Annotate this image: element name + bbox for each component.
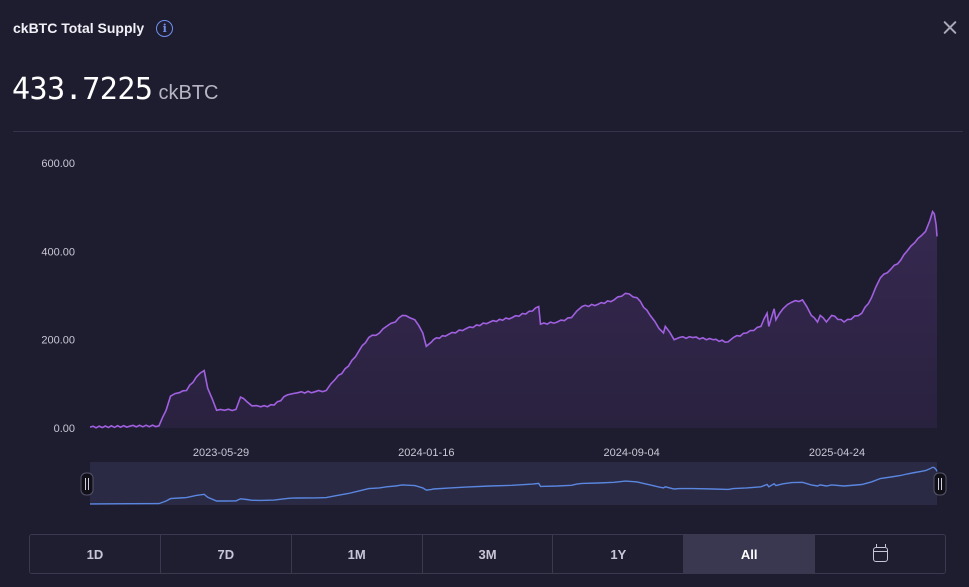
info-icon[interactable]: i [156, 19, 174, 37]
x-tick-label: 2023-05-29 [193, 447, 249, 459]
navigator-background [90, 462, 937, 505]
header: ckBTC Total Supply i [13, 17, 174, 39]
divider [13, 131, 963, 132]
range-button-1y[interactable]: 1Y [553, 535, 685, 573]
y-tick-label: 600.00 [41, 158, 75, 170]
x-tick-label: 2024-01-16 [398, 447, 454, 459]
y-tick-label: 200.00 [41, 335, 75, 347]
summary: 433.7225 ckBTC [12, 72, 219, 107]
navigator-handle-grip [80, 472, 94, 496]
x-tick-label: 2025-04-24 [809, 447, 865, 459]
x-axis: 2023-05-29 2024-01-16 2024-09-04 2025-04-24 [193, 447, 865, 459]
series-line [89, 209, 938, 429]
calendar-icon [872, 543, 888, 562]
range-button-1m[interactable]: 1M [291, 535, 423, 573]
calendar-button[interactable] [815, 535, 945, 573]
total-supply-value: 433.7225 [12, 72, 153, 107]
y-axis: 0.00 200.00 400.00 600.00 [41, 158, 75, 435]
supply-chart: 0.00 200.00 400.00 600.00 2023-05-29 2024-01… [41, 158, 947, 505]
page-title: ckBTC Total Supply [13, 20, 145, 36]
navigator-handle-right[interactable] [933, 472, 947, 496]
range-button-3m[interactable]: 3M [422, 535, 554, 573]
range-selector: 1D 7D 1M 3M 1Y All [29, 534, 946, 574]
range-button-all[interactable]: All [684, 535, 816, 573]
y-tick-label: 400.00 [41, 246, 75, 258]
range-button-1d[interactable]: 1D [30, 535, 161, 573]
y-tick-label: 0.00 [54, 423, 75, 435]
navigator-handle-left[interactable] [80, 472, 94, 496]
series-area [90, 211, 937, 428]
navigator-handle-grip [933, 472, 947, 496]
range-navigator[interactable] [80, 462, 947, 505]
total-supply-unit: ckBTC [158, 82, 219, 104]
range-button-7d[interactable]: 7D [160, 535, 292, 573]
navigator-line [89, 466, 938, 505]
x-tick-label: 2024-09-04 [604, 447, 660, 459]
